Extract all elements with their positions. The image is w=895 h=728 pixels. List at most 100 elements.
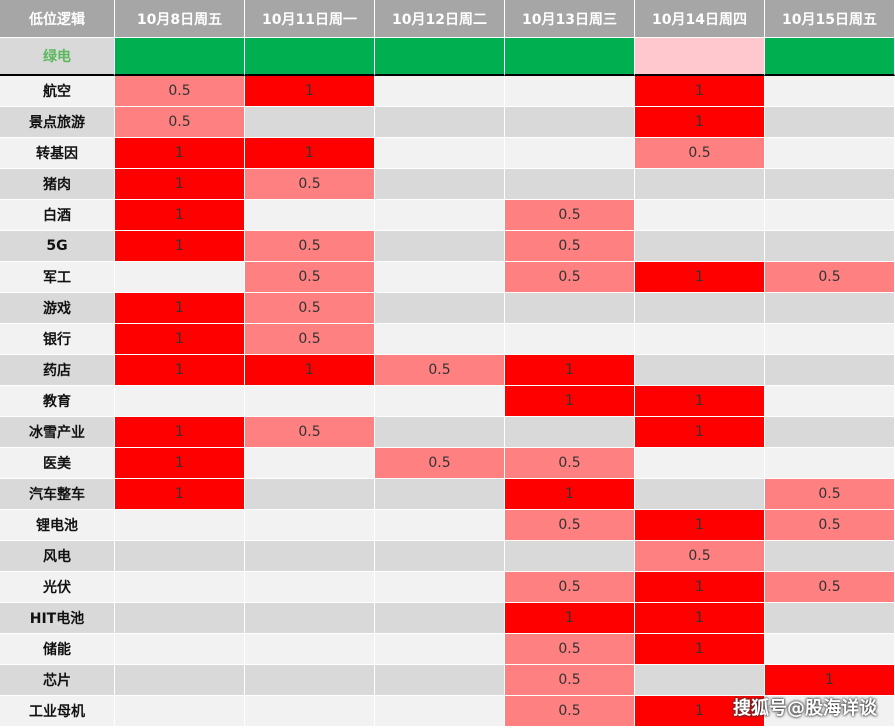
green-row-cell	[245, 38, 375, 76]
value-cell	[635, 665, 765, 696]
row-label: 风电	[0, 541, 115, 572]
value-cell	[765, 696, 895, 727]
value-cell: 1	[505, 603, 635, 634]
value-cell	[245, 603, 375, 634]
row-label: 军工	[0, 262, 115, 293]
value-cell	[505, 293, 635, 324]
value-cell	[245, 386, 375, 417]
value-cell: 1	[635, 107, 765, 138]
value-cell	[765, 169, 895, 200]
row-label: 银行	[0, 324, 115, 355]
row-label: 猪肉	[0, 169, 115, 200]
value-cell	[245, 665, 375, 696]
header-cell: 10月15日周五	[765, 0, 895, 38]
value-cell: 0.5	[505, 696, 635, 727]
row-label: 汽车整车	[0, 479, 115, 510]
value-cell	[245, 200, 375, 231]
value-cell: 0.5	[375, 355, 505, 386]
value-cell: 0.5	[245, 293, 375, 324]
header-cell: 10月14日周四	[635, 0, 765, 38]
row-label: 医美	[0, 448, 115, 479]
value-cell: 0.5	[505, 262, 635, 293]
value-cell	[375, 510, 505, 541]
value-cell	[115, 665, 245, 696]
value-cell: 1	[115, 448, 245, 479]
watermark: 搜狐号@股海详谈	[733, 698, 877, 719]
green-row-cell	[375, 38, 505, 76]
row-label: 药店	[0, 355, 115, 386]
value-cell	[765, 417, 895, 448]
value-cell	[765, 448, 895, 479]
value-cell: 0.5	[505, 634, 635, 665]
value-cell: 0.5	[765, 510, 895, 541]
row-label: 5G	[0, 231, 115, 262]
value-cell	[375, 696, 505, 727]
value-cell: 0.5	[505, 510, 635, 541]
value-cell	[375, 665, 505, 696]
value-cell: 1	[635, 386, 765, 417]
value-cell	[375, 200, 505, 231]
value-cell: 1	[245, 76, 375, 107]
value-cell	[375, 138, 505, 169]
value-cell: 1	[635, 572, 765, 603]
value-cell	[245, 572, 375, 603]
value-cell: 0.5	[635, 541, 765, 572]
value-cell: 1	[115, 479, 245, 510]
value-cell	[505, 138, 635, 169]
value-cell: 1	[505, 355, 635, 386]
value-cell	[115, 634, 245, 665]
value-cell: 0.5	[505, 200, 635, 231]
value-cell	[505, 417, 635, 448]
value-cell: 0.5	[505, 231, 635, 262]
value-cell: 0.5	[115, 107, 245, 138]
value-cell: 1	[245, 355, 375, 386]
row-label: HIT电池	[0, 603, 115, 634]
value-cell	[635, 293, 765, 324]
value-cell	[115, 262, 245, 293]
value-cell: 1	[635, 603, 765, 634]
value-cell: 1	[505, 479, 635, 510]
value-cell	[635, 479, 765, 510]
value-cell: 1	[245, 138, 375, 169]
value-cell	[765, 355, 895, 386]
value-cell: 1	[115, 231, 245, 262]
value-cell	[375, 76, 505, 107]
value-cell	[635, 231, 765, 262]
value-cell	[765, 231, 895, 262]
value-cell	[375, 572, 505, 603]
value-cell: 0.5	[375, 448, 505, 479]
value-cell	[375, 169, 505, 200]
green-row-cell	[765, 38, 895, 76]
value-cell	[765, 603, 895, 634]
value-cell	[375, 324, 505, 355]
value-cell	[375, 541, 505, 572]
value-cell: 1	[115, 324, 245, 355]
row-label: 锂电池	[0, 510, 115, 541]
green-row-cell	[635, 38, 765, 76]
row-label: 白酒	[0, 200, 115, 231]
value-cell: 1	[635, 76, 765, 107]
value-cell: 1	[115, 138, 245, 169]
value-cell: 0.5	[765, 572, 895, 603]
value-cell	[375, 293, 505, 324]
value-cell	[765, 107, 895, 138]
value-cell	[375, 417, 505, 448]
value-cell	[765, 200, 895, 231]
row-label: 游戏	[0, 293, 115, 324]
row-label: 景点旅游	[0, 107, 115, 138]
value-cell	[505, 76, 635, 107]
green-row-cell	[115, 38, 245, 76]
value-cell	[375, 479, 505, 510]
value-cell: 0.5	[505, 665, 635, 696]
value-cell: 1	[115, 169, 245, 200]
value-cell: 1	[635, 634, 765, 665]
row-label: 教育	[0, 386, 115, 417]
row-label: 航空	[0, 76, 115, 107]
value-cell	[245, 696, 375, 727]
value-cell: 1	[635, 696, 765, 727]
value-cell	[765, 541, 895, 572]
value-cell: 1	[505, 386, 635, 417]
value-cell	[115, 510, 245, 541]
value-cell	[765, 76, 895, 107]
